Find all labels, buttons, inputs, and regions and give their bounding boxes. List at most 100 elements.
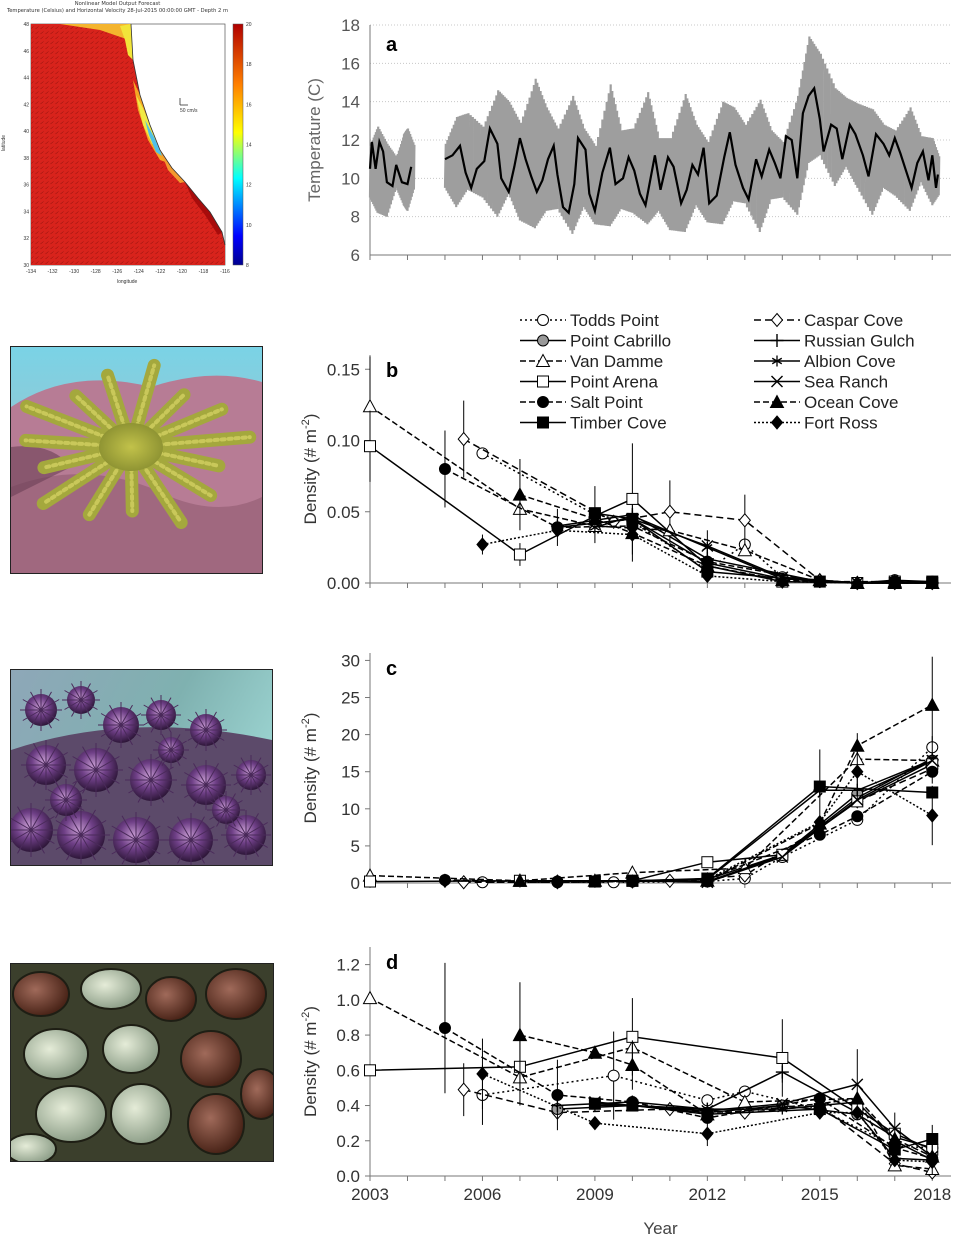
map-xtick: -118 [199, 269, 209, 275]
data-point [926, 765, 939, 778]
marker-stroke [701, 539, 714, 552]
urchin-spine [137, 757, 152, 781]
data-point [457, 874, 470, 890]
urchin-spine [121, 839, 137, 865]
urchin-spine [100, 724, 122, 737]
data-point [701, 568, 714, 584]
map-xtick: -132 [48, 269, 58, 275]
urchin-spine [170, 740, 187, 751]
data-point [813, 780, 826, 793]
urchin-spine [240, 757, 252, 776]
series-caspar-cove [457, 753, 939, 890]
urchin-spine [80, 809, 96, 836]
data-point [888, 575, 901, 591]
data-point [457, 431, 470, 447]
legend-entry: Point Arena [520, 373, 658, 392]
legend-entry: Russian Gulch [754, 332, 915, 351]
data-point [926, 754, 939, 767]
urchin-spine [150, 714, 162, 733]
data-point [607, 1069, 620, 1082]
data-point [851, 575, 864, 591]
abalone-shell [80, 968, 142, 1010]
map-ytick: 46 [23, 49, 29, 55]
abalone-shell [205, 968, 267, 1020]
abalone-shell [187, 1093, 245, 1155]
urchin-spine [155, 740, 172, 751]
urchin-spine [24, 764, 47, 778]
data-point [476, 447, 489, 460]
urchin-spine [55, 781, 67, 801]
data-point [701, 1126, 714, 1141]
urchin-spine [160, 697, 172, 716]
urchin-spine [233, 764, 252, 776]
data-point [438, 463, 451, 475]
series-fort-ross [438, 742, 939, 889]
series-line [444, 1027, 933, 1160]
colorbar-tick: 20 [246, 22, 252, 28]
urchin-spine [45, 752, 68, 766]
series-sea-ranch [588, 754, 939, 889]
legend-marker [770, 312, 784, 328]
series-van-damme [362, 990, 940, 1175]
series-line [594, 1083, 933, 1158]
series-point-arena [364, 758, 939, 888]
urchin-spine [109, 724, 122, 746]
colorbar-tick: 16 [246, 102, 252, 108]
urchin-spine [100, 713, 122, 726]
map-xtick: -134 [26, 269, 36, 275]
series-line [369, 758, 933, 882]
abalone-shell [180, 1030, 242, 1088]
purple-sea-urchin-photo [10, 669, 273, 866]
series-line [594, 512, 933, 584]
urchin-spine [209, 800, 227, 811]
urchin-spine [120, 704, 133, 726]
data-point [776, 1097, 789, 1110]
data-point [438, 1022, 451, 1035]
legend-label: Albion Cove [804, 352, 896, 371]
urchin-spine [11, 829, 32, 843]
urchin-spine [190, 839, 215, 854]
urchin-spine [64, 690, 82, 701]
panel-letter: b [386, 360, 398, 382]
series-albion-cove [589, 752, 938, 888]
ytick-label: 0 [351, 874, 360, 893]
data-point [551, 874, 564, 889]
map-xtick: -130 [69, 269, 79, 275]
xtick-label: 2009 [576, 1185, 614, 1204]
urchin-spine [205, 784, 228, 798]
urchin-spine [170, 734, 181, 751]
panel-letter: a [386, 34, 398, 56]
urchin-spine [11, 817, 32, 831]
urchin-spine [45, 743, 59, 766]
legend-entry: Ocean Cove [754, 393, 899, 412]
urchin-spine [177, 816, 192, 841]
abalone-shell [35, 1085, 107, 1143]
urchin-spine [40, 699, 60, 711]
map-xtick: -124 [134, 269, 144, 275]
map-ytick: 38 [23, 156, 29, 162]
urchin-spine [150, 757, 165, 781]
urchin-spine [167, 826, 192, 841]
series-ocean-cove [512, 459, 940, 589]
urchin-spine [170, 749, 187, 760]
chart-abalone-density: 0.0 0.2 0.4 0.6 0.8 1.0 1.2 2003 2006 2009 2012 201… [300, 947, 951, 1238]
map-ylabel: latitude [1, 134, 8, 152]
marker-stroke [851, 1078, 864, 1091]
urchin-spine [225, 800, 243, 811]
legend-marker [770, 334, 784, 347]
legend-marker [770, 415, 784, 430]
data-point [626, 1099, 639, 1112]
legend-label: Sea Ranch [804, 373, 888, 392]
ytick-label: 20 [341, 726, 360, 745]
colorbar-tick: 10 [246, 223, 252, 229]
ytick-label: 0.4 [336, 1097, 360, 1116]
series-caspar-cove [457, 1063, 939, 1180]
panel-letter: d [386, 952, 398, 974]
sst-forecast-map: Nonlinear Model Output Forecast Temperat… [0, 0, 262, 290]
urchin-spine [95, 746, 110, 771]
marker-stroke [926, 754, 939, 767]
chart-legend: Todds Point Caspar Cove Point Cabrillo Russ… [520, 311, 915, 433]
urchin-spine [95, 769, 110, 794]
xtick-label: 2012 [688, 1185, 726, 1204]
urchin-spine [65, 799, 85, 811]
